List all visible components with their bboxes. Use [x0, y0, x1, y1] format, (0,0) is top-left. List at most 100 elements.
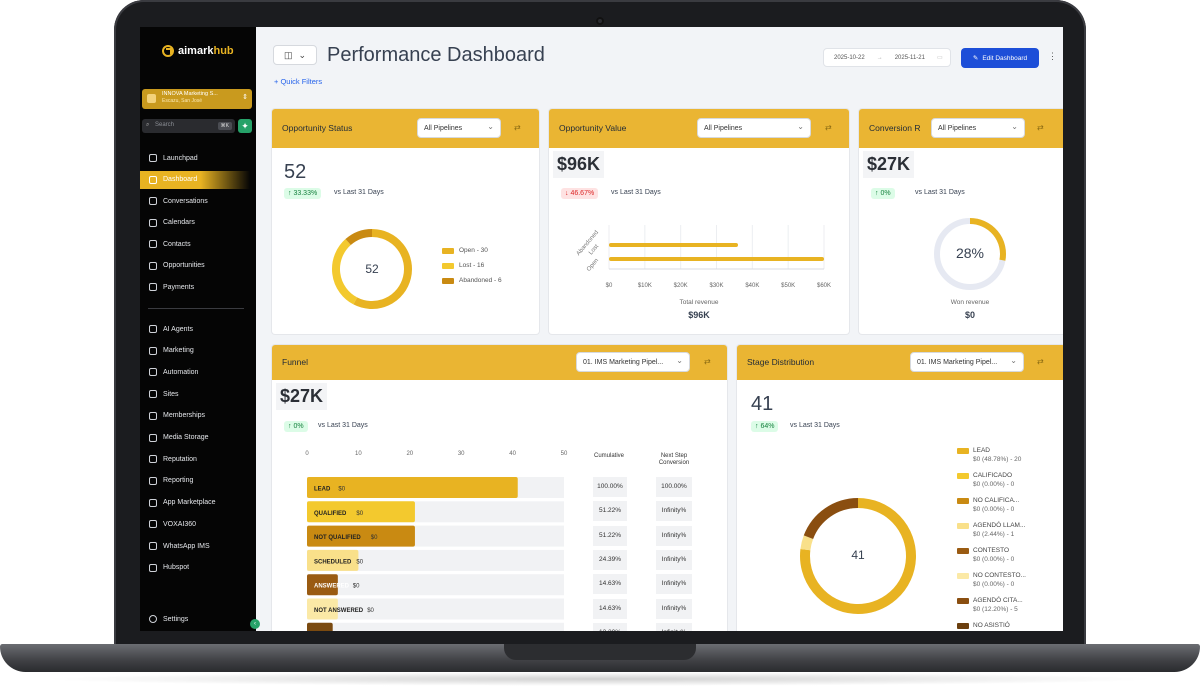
sidebar-item-dashboard[interactable]: Dashboard: [140, 170, 250, 189]
legend-item: Lost - 16: [442, 262, 484, 269]
cumulative-cell: 12.20%: [593, 622, 627, 631]
card-header: Opportunity Value All Pipelines ⇄: [549, 109, 849, 148]
sidebar-item-ai-agents[interactable]: AI Agents: [140, 320, 256, 338]
layout-toggle-button[interactable]: ◫ ⌄: [273, 45, 317, 65]
rocket-icon: [149, 154, 157, 162]
change-badge: ↑ 0%: [871, 188, 895, 199]
sidebar-item-launchpad[interactable]: Launchpad: [140, 149, 256, 167]
sidebar-item-reporting[interactable]: Reporting: [140, 472, 256, 490]
sidebar-item-marketing[interactable]: Marketing: [140, 342, 256, 360]
sidebar-item-settings[interactable]: Settings: [140, 610, 256, 628]
x-tick-label: $40K: [745, 283, 759, 289]
quick-add-button[interactable]: ✦: [238, 119, 252, 133]
more-options-icon[interactable]: ⋮: [1048, 51, 1057, 61]
sidebar-item-calendars[interactable]: Calendars: [140, 214, 256, 232]
sidebar-item-memberships[interactable]: Memberships: [140, 407, 256, 425]
comparison-label: vs Last 31 Days: [318, 422, 368, 429]
pipeline-select[interactable]: All Pipelines: [417, 118, 501, 138]
card-title: Conversion R: [869, 123, 921, 133]
badge-icon: [149, 411, 157, 420]
funnel-value-label: $0: [356, 559, 363, 565]
funnel-value-label: $0: [371, 535, 378, 541]
contacts-icon: [149, 240, 157, 248]
sidebar-item-sites[interactable]: Sites: [140, 385, 256, 403]
swap-icon[interactable]: ⇄: [825, 123, 832, 132]
sidebar-item-voxai360[interactable]: VOXAI360: [140, 515, 256, 533]
bar: [609, 257, 824, 261]
sidebar-item-label: AI Agents: [163, 325, 193, 333]
cumulative-cell: 51.22%: [593, 501, 627, 522]
chart-icon: [149, 476, 157, 485]
legend-swatch: [957, 498, 969, 504]
sidebar-item-reputation[interactable]: Reputation: [140, 450, 256, 468]
page-title: Performance Dashboard: [327, 44, 545, 66]
donut-slice: [332, 239, 358, 305]
stage-name: LEAD: [973, 447, 990, 454]
x-tick-label: 10: [355, 451, 362, 457]
sidebar-item-conversations[interactable]: Conversations: [140, 192, 256, 210]
sidebar-item-label: Calendars: [163, 219, 195, 226]
legend-item: Open - 30: [442, 247, 488, 254]
sidebar-item-contacts[interactable]: Contacts: [140, 235, 256, 253]
stage-detail: $0 (0.00%) - 0: [973, 556, 1015, 563]
legend-swatch: [957, 473, 969, 479]
sidebar-item-opportunities[interactable]: Opportunities: [140, 257, 256, 275]
sidebar-item-label: Automation: [163, 368, 199, 376]
pipeline-select[interactable]: 01. IMS Marketing Pipel...: [910, 352, 1024, 372]
stage-legend-item: AGENDÓ LLAM... $0 (2.44%) - 1: [957, 521, 1025, 539]
legend-item: Abandoned - 6: [442, 277, 502, 284]
calendar-icon: ▭: [936, 55, 943, 61]
date-range-picker[interactable]: 2025-10-22 → 2025-11-21 ▭: [823, 48, 951, 67]
search-input[interactable]: ⌕ Search ⌘K: [142, 119, 235, 133]
logo-prefix: aimark: [178, 45, 214, 57]
legend-label: Open - 30: [459, 247, 488, 254]
quick-filters-link[interactable]: + Quick Filters: [274, 77, 323, 86]
sidebar-item-app-marketplace[interactable]: App Marketplace: [140, 494, 256, 512]
nav-divider: [148, 308, 244, 309]
funnel-bar: [307, 598, 338, 620]
legend-swatch: [957, 573, 969, 579]
funnel-value-label: $0: [353, 584, 360, 590]
pipeline-select[interactable]: All Pipelines: [697, 118, 811, 138]
sidebar-item-label: Dashboard: [163, 176, 198, 183]
stage-name: AGENDÓ CITA...: [973, 597, 1023, 604]
sidebar-item-hubspot[interactable]: Hubspot: [140, 559, 256, 577]
funnel-bar: [307, 477, 518, 498]
stage-name: NO ASISTIÓ: [973, 622, 1010, 629]
sidebar-item-label: WhatsApp IMS: [163, 542, 210, 550]
logo[interactable]: aimark hub: [162, 45, 234, 57]
logo-accent: hub: [213, 45, 234, 57]
hubspot-icon: [149, 563, 157, 572]
swap-icon[interactable]: ⇄: [1037, 123, 1044, 132]
sidebar-item-label: Sites: [163, 390, 179, 398]
next-step-cell: 100.00%: [656, 477, 692, 497]
account-switcher[interactable]: INNOVA Marketing S... Escazu, San José ⇕: [142, 89, 252, 109]
stage-legend-item: NO CALIFICA... $0 (0.00%) - 0: [957, 496, 1019, 514]
opportunity-value-bar-chart: $0 $10K $20K $30K $40K $50K $60KAbandonedLostO…: [576, 225, 831, 289]
chart-caption: Won revenue: [950, 299, 990, 306]
swap-icon[interactable]: ⇄: [1037, 357, 1044, 366]
sidebar-item-label: Conversations: [163, 197, 208, 205]
stage-legend-item: CONTESTO $0 (0.00%) - 0: [957, 546, 1014, 564]
swap-icon[interactable]: ⇄: [704, 357, 711, 366]
comparison-label: vs Last 31 Days: [790, 422, 840, 429]
sidebar-item-media-storage[interactable]: Media Storage: [140, 429, 256, 447]
x-tick-label: 40: [509, 451, 516, 457]
collapse-sidebar-button[interactable]: ‹: [250, 619, 260, 629]
next-step-cell: Infinity%: [656, 501, 692, 522]
chevron-updown-icon: ⇕: [242, 94, 248, 101]
sidebar-item-automation[interactable]: Automation: [140, 363, 256, 381]
edit-dashboard-button[interactable]: ✎ Edit Dashboard: [961, 48, 1039, 68]
sidebar-item-label: Contacts: [163, 240, 191, 248]
sidebar-item-whatsapp-ims[interactable]: WhatsApp IMS: [140, 537, 256, 555]
stage-name: NO CALIFICA...: [973, 497, 1020, 504]
date-end: 2025-11-21: [894, 54, 925, 61]
pipeline-select[interactable]: 01. IMS Marketing Pipel...: [576, 352, 690, 372]
cumulative-header: Cumulative: [593, 453, 624, 459]
donut-center-label: 41: [851, 548, 865, 562]
pipeline-select[interactable]: All Pipelines: [931, 118, 1025, 138]
sidebar-item-payments[interactable]: Payments: [140, 278, 256, 296]
conversion-gauge: [934, 218, 1006, 290]
swap-icon[interactable]: ⇄: [514, 123, 521, 132]
